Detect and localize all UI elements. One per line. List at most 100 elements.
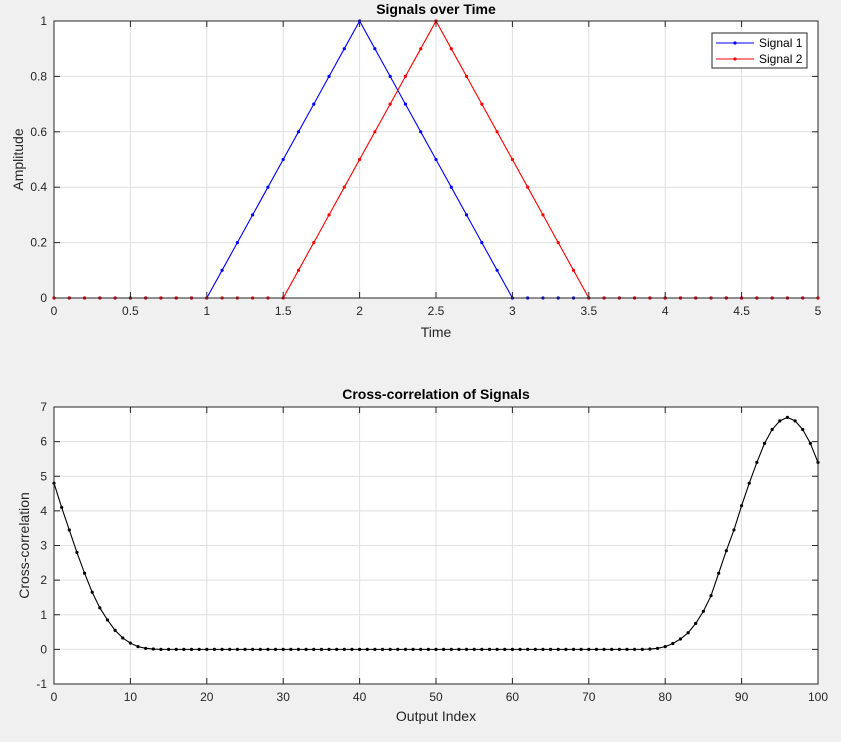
series-1-point: [342, 47, 346, 51]
y-tick-label: 3: [40, 539, 47, 553]
x-tick-label: 30: [277, 690, 291, 704]
series-1-point: [388, 74, 392, 78]
legend-label-signal-2: Signal 2: [759, 52, 803, 66]
series-1-point: [571, 647, 576, 651]
x-tick-label: 20: [200, 690, 214, 704]
series-1-point: [625, 647, 629, 651]
series-2-point: [480, 102, 484, 106]
series-1-point: [289, 647, 293, 651]
series-1-point: [296, 130, 301, 134]
series-2-point: [296, 268, 301, 272]
series-1-point: [640, 647, 644, 651]
series-1-point: [564, 647, 568, 651]
series-1-point: [75, 550, 79, 555]
y-tick-label: 6: [40, 435, 47, 449]
series-1-point: [243, 647, 247, 651]
series-2-point: [495, 130, 499, 134]
x-tick-label: 40: [353, 690, 367, 704]
series-1-point: [541, 647, 545, 651]
series-1-point: [105, 618, 110, 622]
series-1-point: [182, 647, 186, 651]
y-tick-label: 0.8: [30, 69, 47, 83]
series-1-point: [442, 647, 446, 651]
y-tick-label: 7: [40, 400, 47, 414]
x-tick-label: 3: [509, 304, 516, 318]
series-1-point: [312, 647, 316, 651]
series-1-point: [633, 647, 637, 651]
series-1-point: [121, 636, 125, 640]
x-tick-label: 4.5: [733, 304, 750, 318]
x-tick-label: 1: [203, 304, 210, 318]
x-tick-label: 70: [582, 690, 596, 704]
y-tick-label: -1: [36, 677, 47, 691]
series-1-point: [403, 102, 408, 106]
x-tick-label: 1.5: [275, 304, 292, 318]
legend-marker-signal-2: [733, 57, 737, 61]
series-1-point: [480, 241, 484, 245]
series-2-point: [327, 213, 331, 217]
series-1-point: [709, 594, 713, 598]
tick-group: 0 10 20 30 40 50 60 70 80 90 100 -1 0 1 2 3 4 5 6 7: [36, 400, 828, 704]
y-tick-label: 1: [40, 608, 47, 622]
x-tick-label: 60: [506, 690, 520, 704]
y-tick-label: 2: [40, 573, 47, 587]
x-tick-label: 100: [808, 690, 828, 704]
series-1-point: [174, 647, 178, 651]
series-1-point: [136, 645, 140, 649]
series-2-point: [388, 102, 392, 106]
legend-label-signal-1: Signal 1: [759, 36, 803, 50]
series-1-point: [304, 647, 308, 651]
series-1-point: [556, 647, 560, 651]
series-1-point: [480, 647, 484, 651]
series-1-point: [740, 504, 744, 508]
series-2-point: [526, 185, 530, 189]
legend-marker-signal-1: [733, 41, 737, 45]
series-1-point: [151, 647, 155, 651]
x-tick-label: 80: [659, 690, 673, 704]
series-1-point: [358, 647, 362, 651]
x-tick-label: 0.5: [122, 304, 139, 318]
y-tick-label: 4: [40, 504, 47, 518]
series-2-point: [571, 268, 576, 272]
series-1-point: [487, 647, 492, 651]
x-axis-label: Time: [421, 324, 452, 340]
series-1-point: [266, 185, 270, 189]
series-1-point: [617, 647, 621, 651]
series-1-point: [495, 268, 499, 272]
y-tick-label: 5: [40, 469, 47, 483]
series-1-point: [189, 647, 194, 651]
series-1-point: [770, 427, 774, 432]
legend-box: [711, 32, 808, 69]
series-1-point: [755, 460, 759, 464]
series-1-point: [579, 647, 583, 651]
x-tick-label: 0: [51, 304, 58, 318]
series-1-point: [90, 590, 94, 594]
series-1-point: [335, 647, 339, 651]
series-1-point: [449, 647, 453, 651]
legend[interactable]: Signal 1 Signal 2: [711, 32, 808, 69]
series-1-point: [258, 647, 262, 651]
series-1-point: [220, 268, 224, 272]
series-1-point: [449, 185, 453, 189]
series-1-point: [724, 549, 728, 553]
series-1-point: [281, 647, 285, 651]
chart-title: Signals over Time: [376, 1, 496, 17]
series-1-point: [732, 528, 736, 532]
series-1-point: [655, 646, 660, 650]
tick-group: 0 0.5 1 1.5 2 2.5 3 3.5 4 4.5 5 0 0.2 0.4 0.6 0.8 1: [30, 14, 821, 318]
series-1-point: [457, 647, 461, 651]
y-tick-label: 1: [40, 14, 47, 28]
series-group: [52, 415, 820, 651]
series-1-point: [549, 647, 553, 651]
series-1-point: [419, 647, 423, 651]
series-1-point: [365, 647, 369, 651]
y-tick-label: 0: [40, 642, 47, 656]
series-2-point: [419, 47, 423, 51]
y-tick-label: 0.6: [30, 125, 47, 139]
series-1-point: [403, 647, 408, 651]
series-1-point: [235, 647, 239, 651]
series-1-point: [159, 647, 163, 651]
series-1-point: [785, 415, 790, 419]
series-1-point: [419, 130, 423, 134]
series-1-point: [60, 505, 64, 510]
